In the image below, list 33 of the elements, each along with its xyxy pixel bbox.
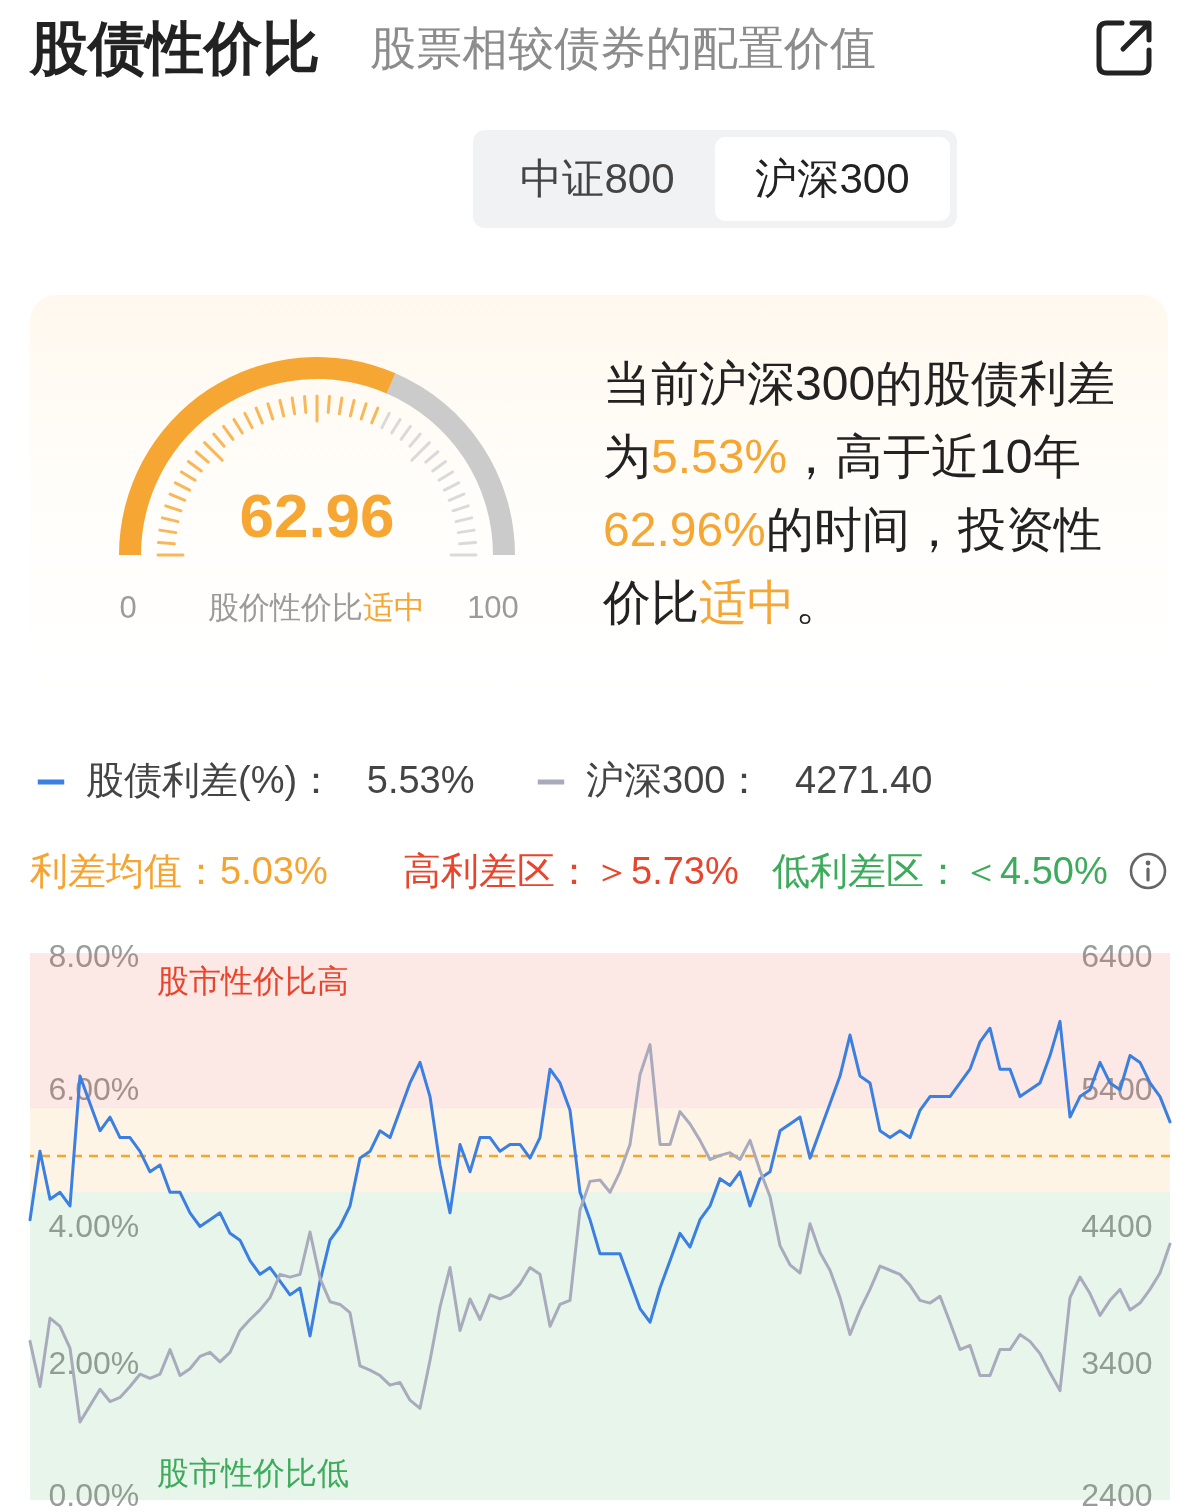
text: 股债性价比 xyxy=(30,14,320,82)
y2-tick-label: 4400 xyxy=(1081,1208,1153,1244)
line-series xyxy=(28,1043,1172,1424)
text: 5.53% xyxy=(651,430,788,483)
y2-tick-label: 6400 xyxy=(1081,937,1153,974)
annotation: 股市性价比低 xyxy=(157,1455,349,1491)
text: 100 xyxy=(467,589,519,627)
text: 适中 xyxy=(362,590,425,625)
text: 。 xyxy=(795,576,843,629)
text: 沪深300： 4271.40 xyxy=(586,759,933,801)
annotation: 股市性价比高 xyxy=(157,963,349,999)
text: 股票相较债券的配置价值 xyxy=(370,21,876,76)
text: 适中 xyxy=(699,576,795,629)
text: 的时间，投资性 xyxy=(765,503,1102,556)
text: 62.96% xyxy=(603,503,766,556)
text: 股价性价比 xyxy=(207,590,363,625)
text: 为 xyxy=(603,430,651,483)
line-series xyxy=(28,1019,1172,1338)
band-label: 低利差区：＜4.50% xyxy=(772,849,1108,894)
y2-tick-label: 3400 xyxy=(1081,1344,1153,1381)
y-tick-label: 8.00% xyxy=(48,937,140,974)
ref-line-label: 利差均值：5.03% xyxy=(30,849,328,894)
y2-tick-label: 2400 xyxy=(1081,1476,1153,1512)
y-tick-label: 4.00% xyxy=(48,1208,140,1244)
band-label: 高利差区：＞5.73% xyxy=(403,849,739,894)
tab-bar: 中证800 沪深300 xyxy=(473,130,957,228)
y-tick-label: 0.00% xyxy=(48,1476,140,1512)
data-label: 62.96 xyxy=(239,481,395,550)
text: 价比 xyxy=(603,576,699,629)
text: 当前沪深300的股债利差 xyxy=(603,357,1116,410)
text: 股债利差(%)： 5.53% xyxy=(86,759,475,801)
text: 0 xyxy=(119,589,137,627)
text: ，高于近10年 xyxy=(787,430,1081,483)
